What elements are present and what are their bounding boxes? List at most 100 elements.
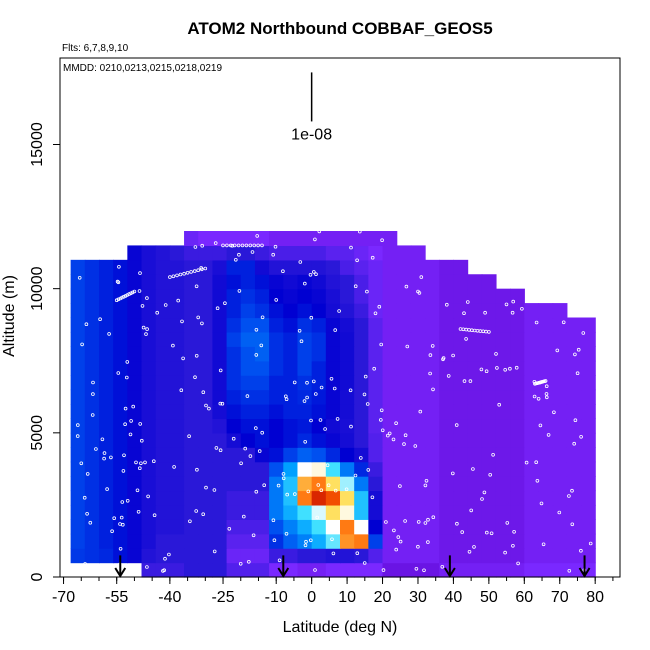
sample-point	[123, 406, 128, 411]
heatmap-cell	[269, 245, 284, 261]
x-tick-label: 30	[409, 589, 427, 606]
sample-point	[196, 268, 201, 273]
heatmap-cell	[354, 245, 369, 261]
heatmap-cell	[141, 404, 157, 420]
heatmap-cell	[155, 317, 171, 333]
heatmap-cell	[425, 562, 440, 578]
heatmap-cell	[425, 404, 440, 420]
sample-point	[454, 423, 459, 427]
heatmap-cell	[141, 476, 157, 492]
heatmap-cell	[311, 346, 327, 362]
heatmap-cell	[184, 360, 199, 376]
sample-point	[504, 302, 509, 307]
sample-point	[76, 423, 80, 427]
heatmap-cell	[254, 274, 270, 290]
heatmap-cell	[240, 490, 256, 506]
heatmap-cell	[340, 461, 355, 477]
heatmap-cell	[538, 375, 554, 391]
sample-point	[572, 441, 576, 446]
heatmap-cell	[481, 447, 497, 463]
sample-point	[281, 269, 285, 274]
sample-point	[273, 244, 278, 249]
sample-point	[152, 459, 156, 464]
heatmap-cell	[439, 490, 455, 506]
heatmap-cell	[410, 461, 426, 477]
heatmap-cell	[254, 461, 270, 477]
heatmap-cell	[269, 404, 284, 420]
sample-point	[189, 270, 193, 274]
heatmap-cell	[382, 404, 398, 420]
heatmap-cell	[240, 288, 256, 304]
heatmap-cell	[212, 490, 228, 506]
heatmap-cell	[325, 519, 341, 535]
heatmap-cell	[581, 389, 596, 405]
sample-point	[309, 418, 313, 423]
sample-point	[544, 392, 549, 396]
sample-point	[440, 564, 445, 569]
heatmap-cell	[113, 504, 128, 520]
heatmap-cell	[283, 504, 299, 520]
sample-point	[484, 369, 489, 374]
heatmap-cell	[155, 418, 171, 434]
sample-point	[167, 552, 171, 557]
sample-point	[256, 243, 260, 248]
heatmap-cell	[453, 519, 469, 535]
heatmap-cell	[368, 331, 384, 347]
heatmap-cell	[240, 375, 256, 391]
heatmap-cell	[510, 404, 525, 420]
sample-point	[455, 521, 459, 526]
sample-point	[418, 409, 423, 414]
heatmap-cell	[566, 346, 582, 362]
sample-point	[225, 243, 229, 248]
heatmap-cell	[254, 447, 270, 463]
heatmap-cell	[169, 461, 185, 477]
heatmap-cell	[495, 562, 511, 578]
sample-point	[539, 501, 544, 506]
heatmap-cell	[524, 360, 540, 376]
heatmap-cell	[127, 504, 143, 520]
heatmap-cell	[524, 331, 540, 347]
sample-point	[204, 403, 208, 408]
sample-point	[581, 331, 586, 335]
heatmap-cell	[425, 288, 440, 304]
heatmap-cell	[510, 476, 525, 492]
heatmap-cell	[524, 519, 540, 535]
heatmap-cell	[98, 519, 114, 535]
x-axis: -70 -55 -40 -25 -10 0 10 20 30 40 50 60 70 80	[52, 577, 614, 606]
heatmap-cell	[382, 317, 398, 333]
sample-point	[188, 519, 192, 524]
heatmap-cell	[127, 259, 143, 275]
heatmap-cell	[84, 418, 100, 434]
heatmap-cell	[425, 519, 440, 535]
heatmap-cell	[240, 504, 256, 520]
heatmap-cell	[141, 562, 157, 578]
sample-point	[404, 284, 409, 289]
heatmap-cell	[184, 389, 199, 405]
heatmap-cell	[269, 317, 284, 333]
heatmap-cell	[169, 360, 185, 376]
heatmap-cell	[198, 476, 214, 492]
heatmap-cell	[84, 461, 100, 477]
heatmap-cell	[340, 317, 355, 333]
sample-point	[200, 321, 204, 326]
heatmap-cell	[84, 490, 100, 506]
heatmap-cell	[254, 418, 270, 434]
plot-frame	[59, 57, 621, 578]
heatmap-cell	[481, 317, 497, 333]
sample-point	[302, 281, 307, 286]
heatmap-cell	[439, 447, 455, 463]
heatmap-cell	[141, 346, 157, 362]
sample-point	[570, 522, 575, 527]
heatmap-cell	[340, 533, 355, 549]
heatmap-cell	[98, 360, 114, 376]
heatmap-cell	[84, 375, 100, 391]
heatmap-cell	[297, 504, 313, 520]
heatmap-cell	[198, 331, 214, 347]
sample-point	[325, 463, 330, 468]
sample-point	[370, 255, 375, 260]
sample-point	[326, 483, 331, 488]
sample-point	[285, 492, 290, 497]
heatmap-cell	[297, 447, 313, 463]
heatmap-cell	[113, 404, 128, 420]
heatmap-cell	[283, 418, 299, 434]
